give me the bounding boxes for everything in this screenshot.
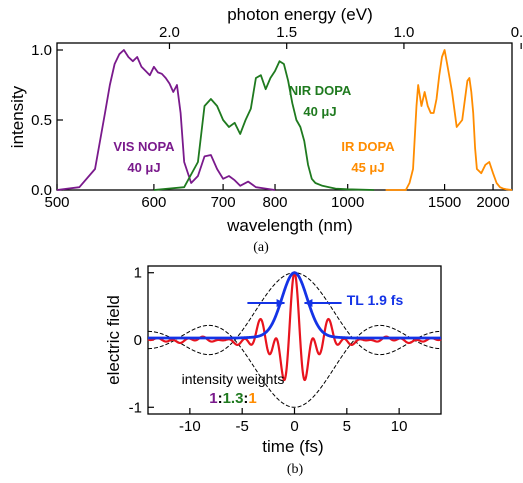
a-top-tick-label: 2.0 xyxy=(159,24,180,41)
a-x-tick-label: 1500 xyxy=(428,194,461,211)
panel-b: -10 -5 0 5 10-101 TL 1.9 fs intensity weight… xyxy=(104,265,442,477)
transform-limited-envelope xyxy=(148,271,441,340)
b-x-tick-label: -10 xyxy=(179,418,201,435)
weight-sep-1: : xyxy=(218,390,223,407)
a-y-tick-label: 0.5 xyxy=(31,112,52,129)
panel-a-ticks: 500 600 700 800 1000 1500 2000 0.0 0.5 1.0 2.0 1.5 1… xyxy=(31,24,523,211)
panel-a-y-axis-label: intensity xyxy=(8,85,27,148)
weight-sep-2: : xyxy=(243,390,248,407)
a-top-tick-label: 0.5 xyxy=(511,24,523,41)
b-x-tick-label: 5 xyxy=(343,418,351,435)
vis-nopa-spectrum xyxy=(56,49,276,191)
dashed-envelope-lower xyxy=(148,324,441,408)
intensity-weights-label: intensity weights xyxy=(182,371,285,387)
weight-vis: 1 xyxy=(209,390,217,407)
a-x-tick-label: 800 xyxy=(263,194,288,211)
nir-dopa-label: NIR DOPA xyxy=(289,83,352,98)
vis-nopa-energy: 40 μJ xyxy=(127,160,160,175)
weight-nir: 1.3 xyxy=(223,390,244,407)
a-x-tick-label: 500 xyxy=(44,194,69,211)
b-x-tick-label: -5 xyxy=(236,418,249,435)
panel-b-caption: (b) xyxy=(287,462,304,477)
panel-b-x-axis-label: time (fs) xyxy=(262,437,323,456)
tl-annotation: TL 1.9 fs xyxy=(347,292,404,308)
ir-dopa-label: IR DOPA xyxy=(341,139,395,154)
weight-ir: 1 xyxy=(248,390,256,407)
b-y-tick-label: 1 xyxy=(134,265,142,282)
a-y-tick-label: 1.0 xyxy=(31,42,52,59)
a-top-tick-label: 1.5 xyxy=(276,24,297,41)
electric-field-trace xyxy=(147,271,442,382)
a-x-tick-label: 700 xyxy=(211,194,236,211)
panel-a-x-axis-label: wavelength (nm) xyxy=(226,216,353,235)
panel-a-caption: (a) xyxy=(253,240,269,255)
panel-b-series xyxy=(147,271,442,408)
panel-a-series xyxy=(56,49,513,191)
panel-a-top-axis-label: photon energy (eV) xyxy=(227,5,373,24)
tl-arrowhead-right xyxy=(304,299,313,307)
a-x-tick-label: 2000 xyxy=(476,194,509,211)
panel-b-ticks: -10 -5 0 5 10-101 xyxy=(129,265,408,435)
panel-a: 500 600 700 800 1000 1500 2000 0.0 0.5 1.0 2.0 1.5 1… xyxy=(8,5,523,255)
a-y-tick-label: 0.0 xyxy=(31,182,52,199)
panel-b-y-axis-label: electric field xyxy=(104,295,123,385)
b-x-tick-label: 0 xyxy=(290,418,298,435)
a-top-tick-label: 1.0 xyxy=(393,24,414,41)
b-y-tick-label: -1 xyxy=(129,399,142,416)
b-y-tick-label: 0 xyxy=(134,332,142,349)
ir-dopa-spectrum xyxy=(385,49,513,191)
ir-dopa-energy: 45 μJ xyxy=(351,160,384,175)
a-x-tick-label: 600 xyxy=(141,194,166,211)
nir-dopa-spectrum xyxy=(153,60,375,191)
tl-arrowhead-left xyxy=(276,299,285,307)
vis-nopa-label: VIS NOPA xyxy=(113,139,175,154)
a-x-tick-label: 1000 xyxy=(331,194,364,211)
dashed-envelope-upper xyxy=(148,272,441,356)
intensity-weights-ratio: 1:1.3:1 xyxy=(209,390,257,407)
panel-a-plot-frame xyxy=(56,42,513,191)
nir-dopa-energy: 40 μJ xyxy=(303,104,336,119)
b-x-tick-label: 10 xyxy=(391,418,408,435)
